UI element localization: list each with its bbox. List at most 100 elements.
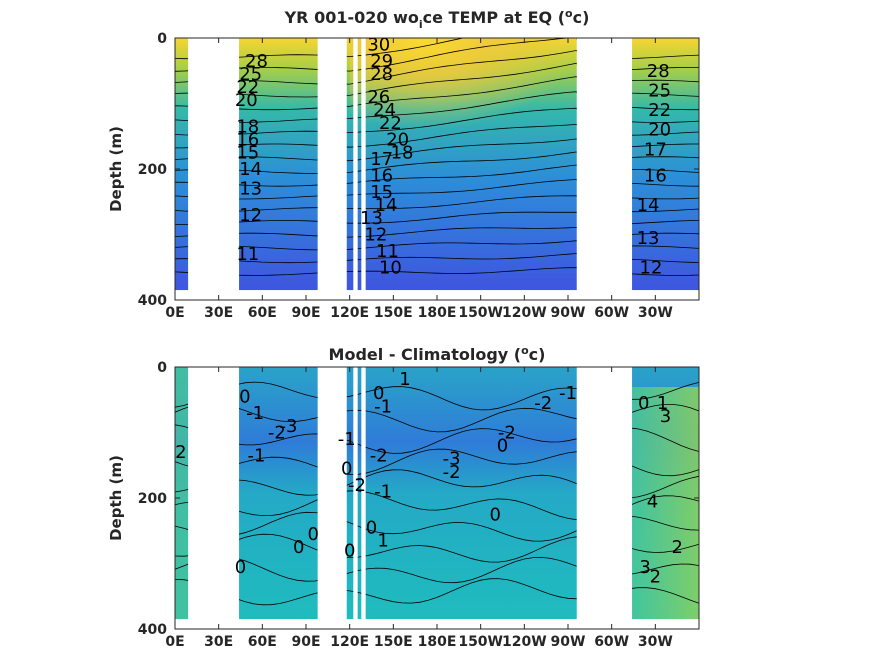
contour-label: 0 (341, 459, 352, 480)
contour-label: 28 (370, 64, 393, 85)
land-gap (188, 367, 240, 629)
x-tick-label: 0E (165, 634, 184, 650)
land-mask (175, 38, 699, 300)
contour-label: 4 (647, 491, 658, 512)
contour-label: -2 (348, 475, 366, 496)
warm-anomaly-shading (629, 387, 699, 620)
y-tick-label: 200 (138, 491, 167, 507)
contour-label: 28 (647, 61, 670, 82)
land-gap (361, 367, 366, 629)
x-tick-label: 30E (204, 634, 233, 650)
contour-label: 20 (386, 130, 409, 151)
contour-label: 3 (660, 406, 671, 427)
x-tick-label: 90E (291, 634, 320, 650)
contour-label: 17 (644, 139, 667, 160)
contour-label: -1 (246, 403, 264, 424)
contour-label: -1 (338, 429, 356, 450)
land-gap (361, 38, 366, 300)
x-tick-label: 90E (291, 305, 320, 321)
contour-label: 11 (236, 244, 259, 265)
land-gap (317, 38, 347, 300)
contour-label: 0 (344, 540, 355, 561)
contour-label: 1 (657, 393, 668, 414)
panel2-ylabel: Depth (m) (107, 455, 125, 541)
contour-label: -1 (559, 383, 577, 404)
contour-label: -2 (268, 423, 286, 444)
land-gap (353, 367, 358, 629)
contour-label: 22 (648, 100, 671, 121)
contour-label: 16 (236, 130, 259, 151)
difference-panel: Model - Climatology (oc) 20-1-2-3-1000-1… (107, 344, 700, 650)
panel2-title: Model - Climatology (oc) (329, 344, 546, 364)
panel1-title: YR 001-020 woice TEMP at EQ (oc) (284, 7, 590, 31)
land-gap (317, 367, 347, 629)
contour-label: 20 (235, 90, 258, 111)
contour-label: 22 (379, 113, 402, 134)
land-gap (188, 38, 240, 300)
x-tick-label: 120E (330, 305, 369, 321)
x-tick-label: 150E (374, 305, 413, 321)
x-tick-label: 30W (638, 305, 673, 321)
contour-label: 29 (370, 51, 393, 72)
difference-contour-labels: 20-1-2-3-1000-100-201-1-20-11-3-20-20-2-… (175, 369, 683, 588)
contour-label: 1 (399, 369, 410, 390)
panel1-ylabel: Depth (m) (107, 126, 125, 212)
contour-label: -1 (374, 396, 392, 417)
contour-label: 16 (644, 166, 667, 187)
contour-label: 0 (638, 393, 649, 414)
y-tick-label: 400 (138, 293, 167, 309)
contour-label: 13 (360, 208, 383, 229)
contour-label: 0 (239, 386, 250, 407)
contour-label: 15 (370, 182, 393, 203)
temperature-contour-labels: 1112131415161820222528302928262422201817… (235, 35, 671, 279)
contour-label: 30 (367, 35, 390, 56)
contour-label: 2 (650, 567, 661, 588)
contour-label: -1 (248, 445, 266, 466)
contour-label: 12 (640, 257, 663, 278)
y-tick-label: 400 (138, 622, 167, 638)
y-tick-label: 0 (157, 31, 167, 47)
x-tick-label: 30W (638, 634, 673, 650)
x-tick-label: 30E (204, 305, 233, 321)
contour-label: 13 (239, 179, 262, 200)
x-tick-label: 60W (594, 305, 629, 321)
contour-label: 15 (236, 143, 259, 164)
contour-label: -3 (443, 449, 461, 470)
x-tick-label: 180E (418, 634, 457, 650)
contour-label: -2 (443, 462, 461, 483)
contour-label: 2 (175, 442, 186, 463)
x-tick-label: 120E (330, 634, 369, 650)
x-tick-label: 60E (248, 305, 277, 321)
contour-label: 24 (373, 100, 396, 121)
contour-label: 14 (239, 159, 262, 180)
contour-label: 0 (308, 524, 319, 545)
land-gap (576, 367, 633, 629)
x-tick-label: 180E (418, 305, 457, 321)
contour-label: 0 (373, 383, 384, 404)
land-gap (576, 38, 633, 300)
x-tick-label: 0E (165, 305, 184, 321)
contour-label: -3 (280, 416, 298, 437)
contour-label: 18 (236, 116, 259, 137)
x-tick-label: 150E (374, 634, 413, 650)
y-tick-label: 200 (138, 162, 167, 178)
contour-label: 11 (376, 241, 399, 262)
contour-label: -2 (534, 393, 552, 414)
contour-label: 18 (391, 143, 414, 164)
contour-label: 25 (239, 64, 262, 85)
contour-label: 13 (637, 228, 660, 249)
contour-label: 26 (367, 87, 390, 108)
x-tick-label: 60E (248, 634, 277, 650)
contour-label: 12 (239, 205, 262, 226)
contour-label: 22 (236, 77, 259, 98)
contour-label: 20 (648, 120, 671, 141)
contour-label: 14 (637, 195, 660, 216)
x-tick-label: 150W (458, 305, 503, 321)
x-tick-label: 90W (551, 305, 586, 321)
contour-label: 28 (245, 51, 268, 72)
contour-label: 2 (671, 537, 682, 558)
contour-label: 0 (497, 436, 508, 457)
x-tick-label: 120W (502, 305, 547, 321)
x-tick-label: 60W (594, 634, 629, 650)
